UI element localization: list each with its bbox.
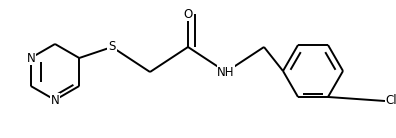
Text: O: O <box>183 7 192 21</box>
Text: N: N <box>51 94 59 107</box>
Text: Cl: Cl <box>385 95 396 108</box>
Text: S: S <box>109 40 116 54</box>
Text: NH: NH <box>217 66 235 79</box>
Text: N: N <box>27 51 35 64</box>
